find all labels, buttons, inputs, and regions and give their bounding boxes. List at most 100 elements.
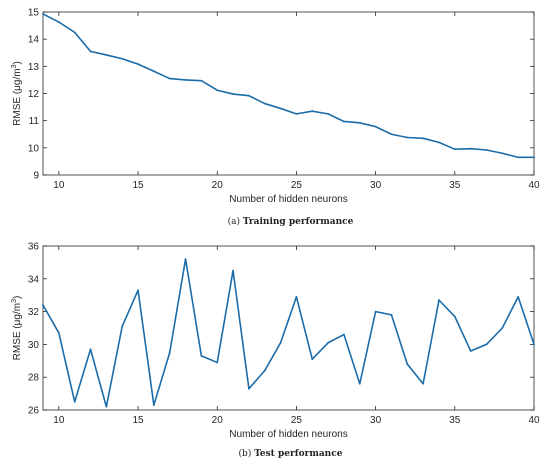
x-tick-label: 25 [291, 180, 303, 191]
data-point [469, 147, 472, 150]
data-point [105, 54, 108, 56]
data-point [89, 348, 92, 351]
data-point [327, 341, 329, 344]
x-tick-label: 40 [528, 180, 540, 191]
y-tick-label: 30 [28, 340, 40, 351]
data-point [327, 112, 329, 115]
data-point [453, 315, 456, 318]
data-point [517, 295, 520, 298]
data-point [57, 21, 60, 23]
data-point [216, 361, 219, 364]
data-point [152, 404, 155, 406]
data-point [42, 304, 44, 306]
data-point [453, 148, 456, 151]
data-point [469, 350, 472, 352]
x-tick-label: 25 [291, 415, 303, 426]
panel-caption: (a) Training performance [228, 216, 354, 227]
y-tick-label: 14 [28, 35, 40, 46]
y-tick-label: 15 [28, 8, 40, 19]
y-tick-label: 12 [28, 89, 40, 100]
data-point [263, 369, 266, 372]
series-line [42, 258, 535, 408]
data-point [200, 79, 203, 82]
data-point [263, 102, 266, 105]
data-point [533, 343, 535, 346]
data-point [438, 299, 440, 302]
x-tick-label: 30 [370, 180, 382, 191]
x-tick-label: 30 [370, 415, 382, 426]
y-tick-label: 36 [28, 242, 40, 253]
data-point [73, 31, 76, 34]
data-point [89, 50, 92, 53]
y-tick-label: 28 [28, 373, 40, 384]
data-point [311, 358, 314, 361]
x-tick-label: 35 [449, 415, 461, 426]
data-point [358, 121, 361, 124]
y-axis-label: RMSE (μg/m3) [11, 296, 23, 361]
y-tick-label: 10 [28, 143, 40, 154]
data-point [248, 94, 250, 97]
data-point [232, 93, 234, 95]
panel-b-test: 10 15 20 25 30 35 40 26 28 30 32 34 36 Number of hidd… [11, 242, 540, 460]
data-point [501, 327, 504, 329]
data-point [438, 141, 440, 144]
data-point [295, 112, 298, 115]
x-tick-label: 20 [212, 415, 224, 426]
data-point [533, 156, 535, 159]
data-point [279, 107, 282, 110]
x-tick-label: 10 [53, 180, 65, 191]
data-point [105, 405, 108, 408]
x-axis-label: Number of hidden neurons [229, 429, 347, 440]
data-point [422, 137, 425, 140]
y-tick-label: 9 [33, 171, 39, 182]
data-point [152, 70, 155, 73]
series-line [42, 13, 534, 159]
data-point [42, 13, 44, 15]
y-tick-label: 32 [28, 307, 40, 318]
panel-a-training: 10 15 20 25 30 35 40 9 10 11 12 13 14 15 Number of hid… [11, 8, 540, 228]
data-point [390, 133, 393, 136]
data-point [137, 289, 139, 292]
data-point [343, 333, 345, 336]
y-tick-label: 13 [28, 62, 40, 73]
data-point [295, 295, 298, 298]
data-point [390, 313, 393, 316]
x-tick-label: 40 [528, 415, 540, 426]
data-point [422, 382, 425, 385]
x-tick-label: 10 [53, 415, 65, 426]
data-point [406, 136, 409, 139]
data-point [311, 110, 314, 113]
data-point [279, 341, 282, 344]
data-point [121, 325, 124, 328]
data-point [517, 156, 520, 159]
data-point [168, 351, 171, 354]
x-axis-label: Number of hidden neurons [229, 194, 347, 205]
data-point [232, 269, 234, 272]
data-point [200, 354, 203, 357]
data-point [57, 332, 60, 334]
data-point [137, 63, 139, 66]
data-point [73, 400, 76, 403]
data-point [343, 120, 345, 123]
data-point [374, 310, 377, 313]
y-axis-label: RMSE (μg/m3) [11, 61, 23, 126]
data-point [406, 363, 409, 365]
plot-frame [42, 11, 535, 176]
x-tick-label: 15 [132, 180, 144, 191]
data-point [374, 125, 377, 128]
data-point [485, 343, 488, 346]
data-point [358, 382, 361, 385]
data-point [248, 387, 250, 390]
y-tick-label: 11 [29, 116, 40, 127]
y-tick-label: 34 [28, 274, 40, 285]
x-tick-label: 15 [132, 415, 144, 426]
panel-caption: (b) Test performance [239, 448, 343, 459]
data-point [184, 79, 187, 81]
data-point [184, 258, 187, 261]
data-point [121, 57, 124, 60]
data-point [216, 89, 219, 92]
y-tick-label: 26 [28, 406, 40, 417]
x-tick-label: 35 [449, 180, 461, 191]
data-point [501, 152, 504, 155]
